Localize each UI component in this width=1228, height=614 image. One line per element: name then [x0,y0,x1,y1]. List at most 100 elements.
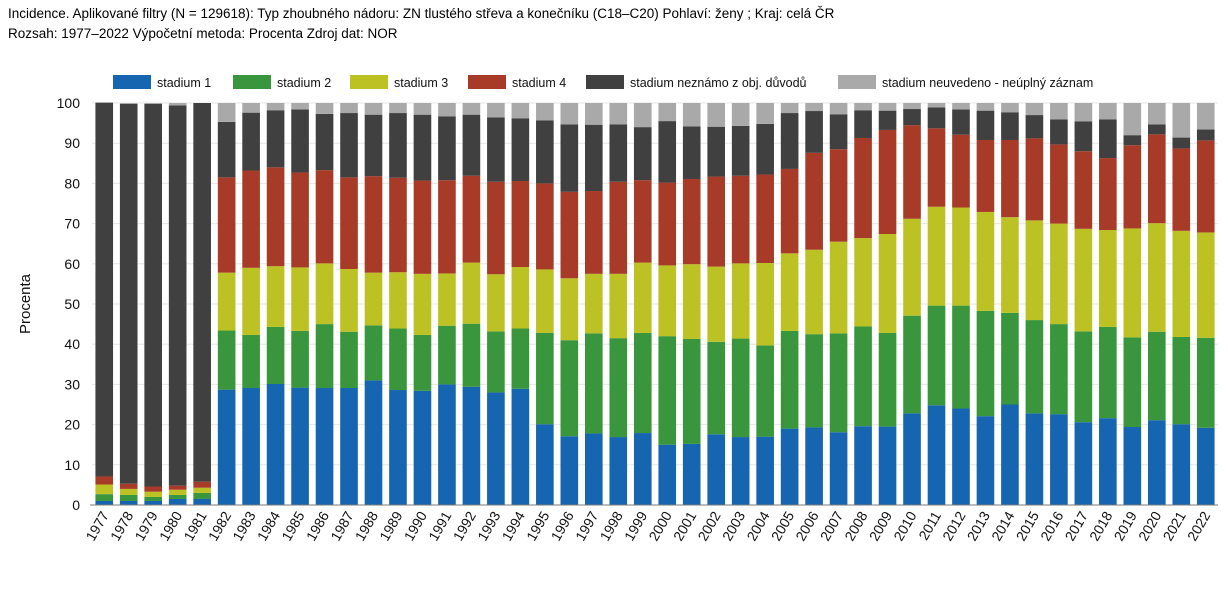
bar-segment-2011-s3[interactable] [927,206,946,306]
bar-segment-2005-s4[interactable] [780,168,799,254]
bar-segment-1983-s3[interactable] [242,267,260,335]
bar-segment-1982-s6[interactable] [217,103,236,122]
bar-segment-2015-s2[interactable] [1025,320,1044,414]
bar-segment-1991-s4[interactable] [438,180,456,274]
bar-segment-2009-s4[interactable] [878,129,897,235]
bar-segment-1985-s4[interactable] [291,172,309,268]
bar-segment-1986-s2[interactable] [315,324,334,389]
bar-segment-1984-s2[interactable] [266,326,285,384]
bar-segment-2022-s1[interactable] [1196,427,1215,505]
bar-segment-1994-s3[interactable] [511,267,530,329]
bar-segment-1978-s5[interactable] [119,103,138,484]
bar-segment-2019-s2[interactable] [1123,337,1142,428]
bar-segment-1989-s6[interactable] [389,103,407,114]
bar-segment-2017-s4[interactable] [1074,151,1093,229]
bar-segment-1982-s2[interactable] [217,330,236,390]
bar-segment-2018-s3[interactable] [1099,230,1117,327]
bar-segment-1981-s4[interactable] [193,481,211,488]
bar-segment-2007-s6[interactable] [829,103,848,115]
bar-segment-2004-s4[interactable] [756,174,774,263]
bar-segment-1988-s3[interactable] [364,272,383,326]
bar-segment-2002-s6[interactable] [707,103,726,127]
bar-segment-1995-s4[interactable] [536,183,554,270]
bar-stack-2009[interactable] [878,103,897,505]
bar-segment-2018-s1[interactable] [1099,418,1117,505]
bar-stack-2003[interactable] [731,103,750,505]
bar-segment-1986-s3[interactable] [315,263,334,325]
bar-segment-2002-s1[interactable] [707,434,726,505]
bar-segment-1991-s6[interactable] [438,103,456,117]
legend-item[interactable]: stadium 2 [233,75,331,90]
bar-stack-2015[interactable] [1025,103,1044,505]
bar-segment-2019-s4[interactable] [1123,145,1142,229]
bar-segment-1992-s3[interactable] [462,262,481,324]
bar-segment-1997-s1[interactable] [584,433,603,505]
bar-segment-1979-s3[interactable] [144,491,163,497]
bar-segment-1983-s2[interactable] [242,334,260,389]
bar-segment-2004-s6[interactable] [756,103,774,124]
bar-segment-1984-s4[interactable] [266,167,285,267]
bar-segment-1996-s4[interactable] [560,191,579,279]
bar-segment-2019-s3[interactable] [1123,228,1142,338]
bar-segment-1978-s6[interactable] [119,103,138,104]
bar-stack-1977[interactable] [95,102,114,505]
bar-segment-1995-s3[interactable] [536,269,554,333]
bar-segment-2022-s6[interactable] [1196,103,1215,130]
bar-stack-1999[interactable] [633,103,652,505]
bar-segment-1995-s6[interactable] [536,103,554,121]
bar-segment-1996-s5[interactable] [560,124,579,192]
bar-segment-2015-s5[interactable] [1025,115,1044,139]
bar-segment-1977-s4[interactable] [95,476,114,485]
bar-segment-1993-s1[interactable] [487,392,505,505]
bar-segment-1993-s3[interactable] [487,274,505,332]
bar-stack-2014[interactable] [1001,103,1019,505]
bar-segment-1979-s1[interactable] [144,500,163,505]
bar-segment-2010-s3[interactable] [903,218,921,316]
bar-segment-1987-s6[interactable] [340,103,358,114]
bar-segment-1992-s5[interactable] [462,114,481,176]
bar-stack-1982[interactable] [217,103,236,505]
bar-segment-2015-s6[interactable] [1025,103,1044,116]
bar-segment-1988-s5[interactable] [364,114,383,177]
bar-segment-1978-s1[interactable] [119,500,138,505]
bar-segment-1997-s6[interactable] [584,103,603,125]
bar-segment-1991-s3[interactable] [438,273,456,326]
bar-segment-2022-s2[interactable] [1196,337,1215,428]
bar-segment-1999-s2[interactable] [633,332,652,434]
bar-segment-2005-s3[interactable] [780,253,799,331]
bar-segment-1996-s3[interactable] [560,278,579,341]
bar-segment-1990-s3[interactable] [413,273,432,335]
bar-segment-1999-s5[interactable] [633,127,652,181]
bar-stack-2018[interactable] [1099,103,1117,505]
bar-segment-2016-s1[interactable] [1050,414,1068,505]
bar-segment-1979-s4[interactable] [144,486,163,492]
bar-segment-2007-s5[interactable] [829,114,848,150]
bar-segment-1977-s3[interactable] [95,484,114,495]
bar-segment-2006-s1[interactable] [805,427,823,505]
bar-segment-2003-s5[interactable] [731,125,750,176]
bar-segment-2021-s2[interactable] [1172,336,1191,425]
bar-segment-1987-s5[interactable] [340,113,358,178]
bar-stack-2004[interactable] [756,103,774,505]
bar-segment-2020-s5[interactable] [1147,124,1166,135]
bar-segment-2014-s6[interactable] [1001,103,1019,113]
bar-segment-2020-s1[interactable] [1147,420,1166,505]
bar-segment-2001-s2[interactable] [682,338,701,444]
bar-segment-2021-s1[interactable] [1172,424,1191,505]
bar-segment-1992-s1[interactable] [462,386,481,505]
bar-segment-2006-s6[interactable] [805,103,823,112]
bar-segment-1978-s4[interactable] [119,483,138,489]
bar-segment-2002-s5[interactable] [707,126,726,177]
bar-segment-2000-s1[interactable] [658,444,677,505]
bar-segment-1987-s3[interactable] [340,269,358,332]
bar-segment-1983-s6[interactable] [242,103,260,113]
bar-stack-1988[interactable] [364,103,383,505]
bar-segment-2009-s5[interactable] [878,110,897,130]
bar-segment-1989-s5[interactable] [389,113,407,178]
bar-segment-1988-s2[interactable] [364,325,383,381]
bar-segment-1990-s4[interactable] [413,180,432,274]
legend-item[interactable]: stadium 3 [350,75,448,90]
bar-segment-1987-s1[interactable] [340,388,358,505]
bar-segment-2004-s1[interactable] [756,436,774,505]
bar-stack-1990[interactable] [413,103,432,505]
